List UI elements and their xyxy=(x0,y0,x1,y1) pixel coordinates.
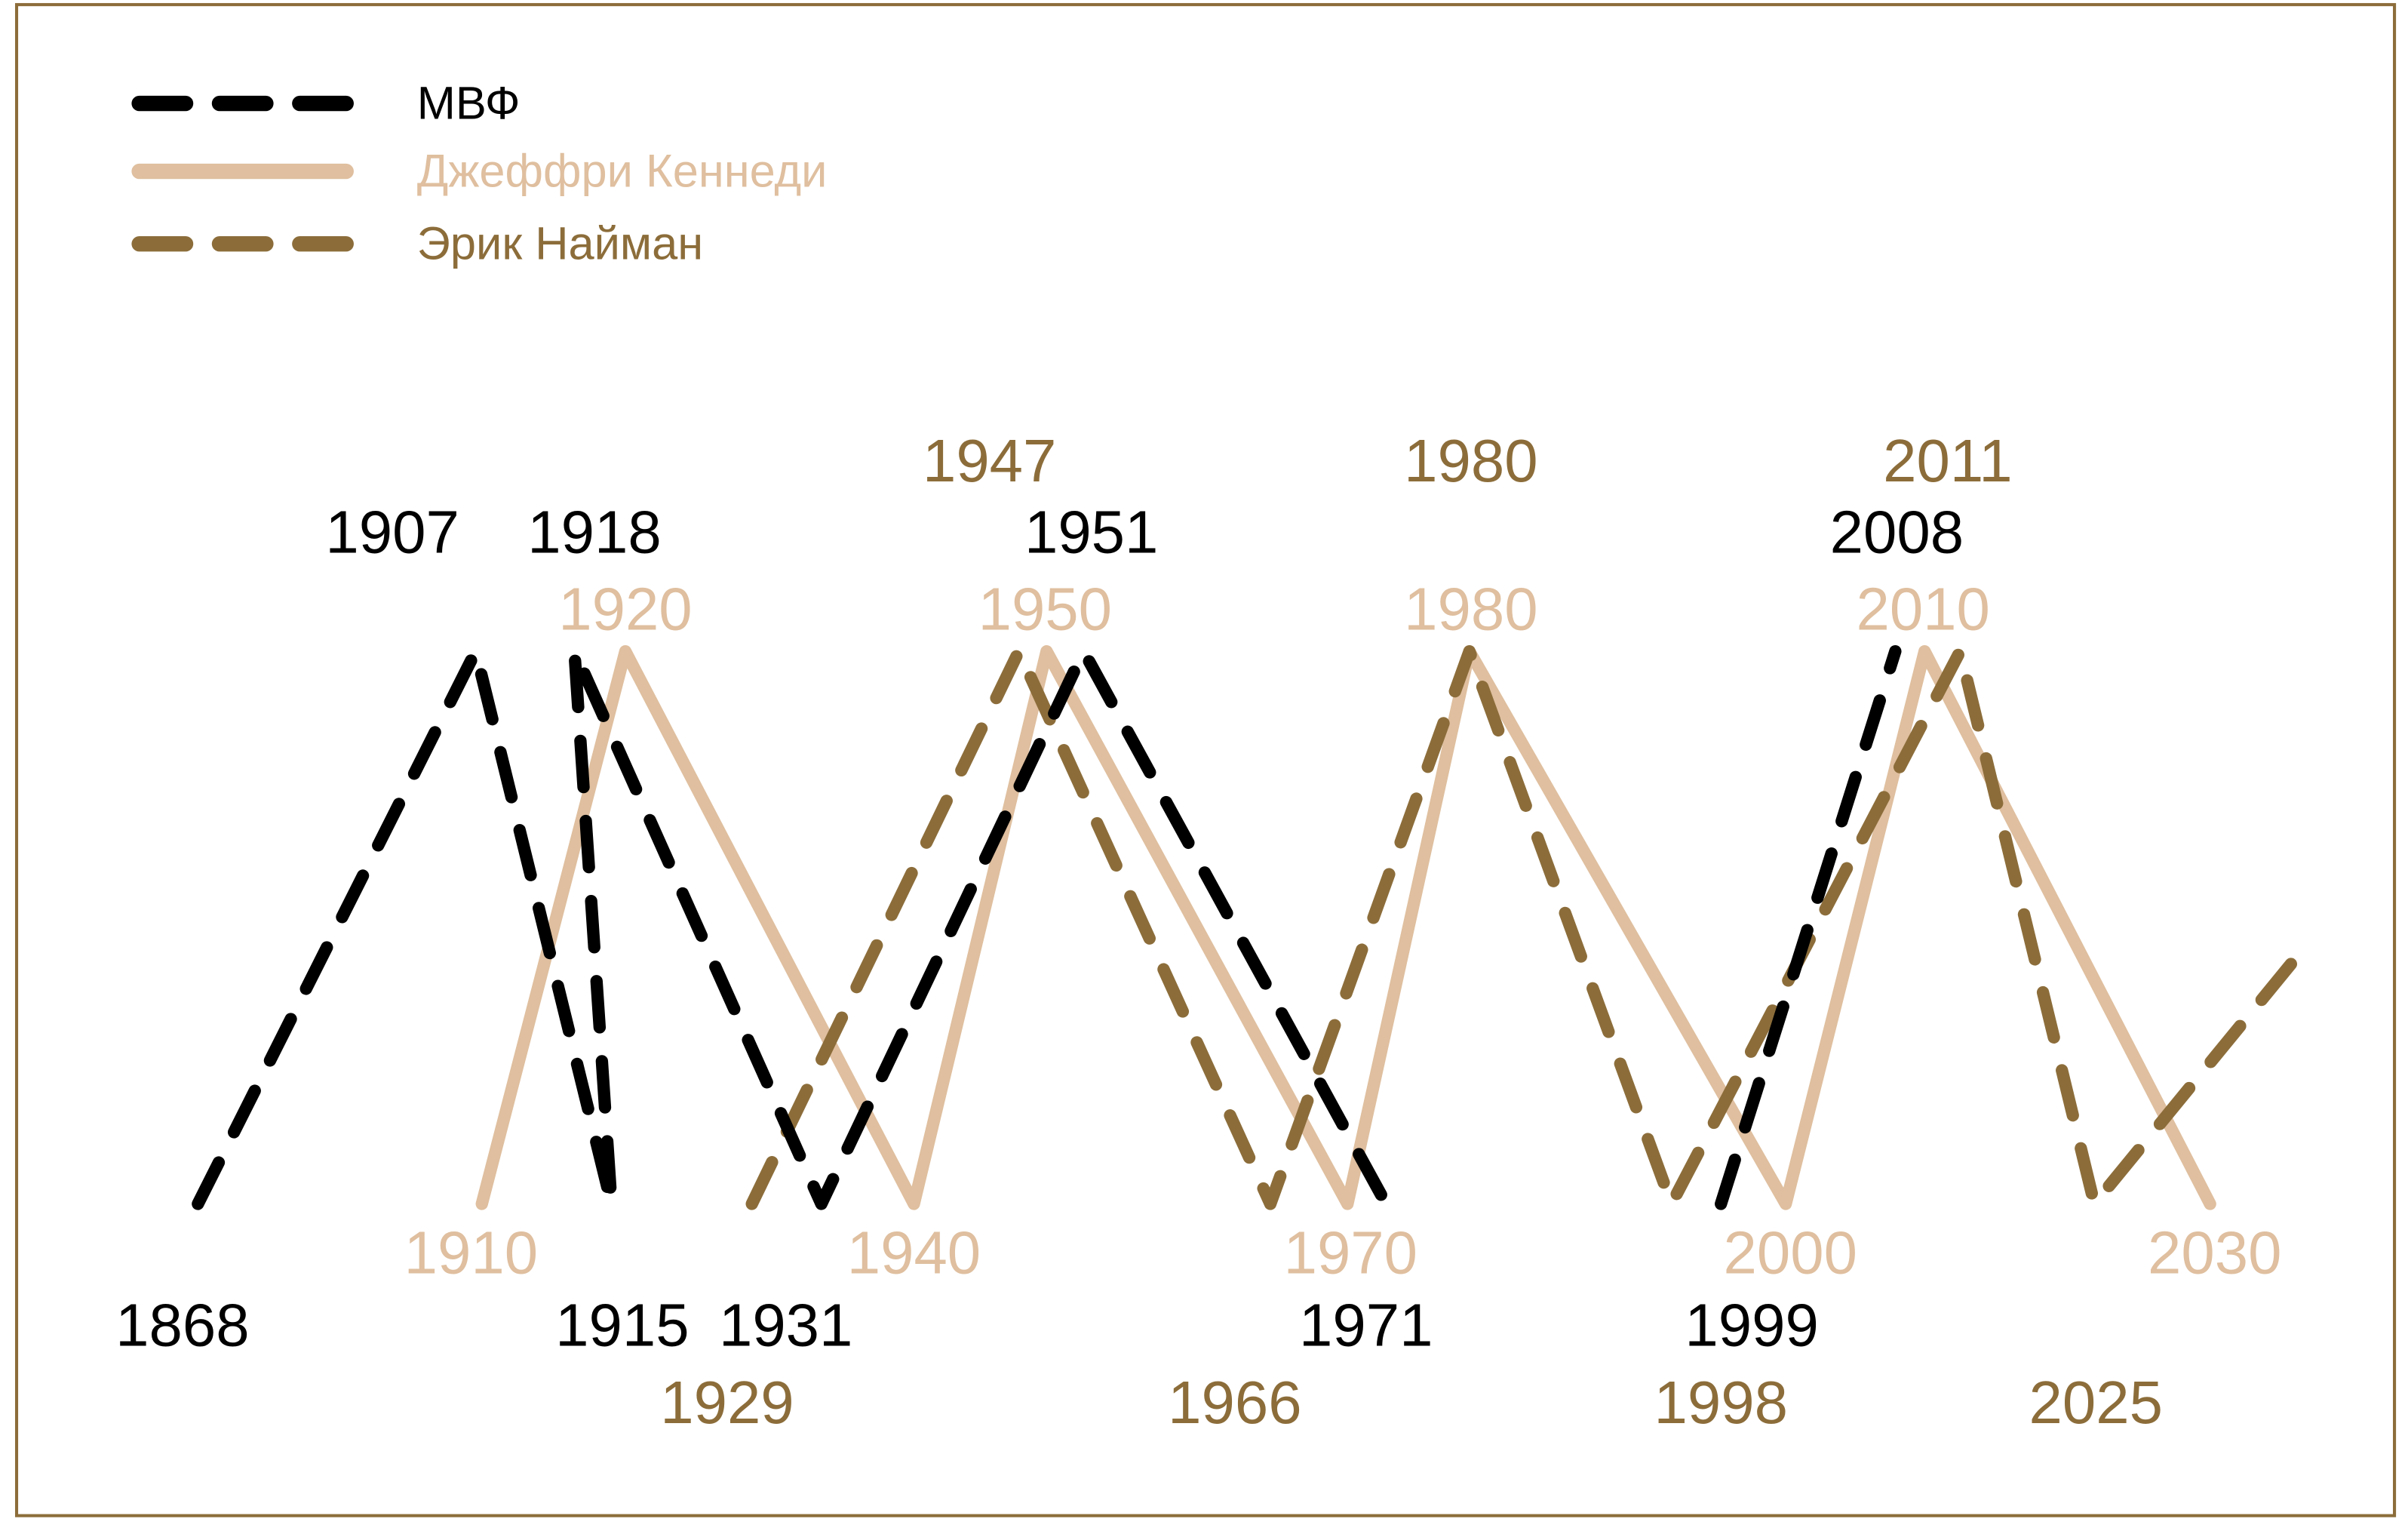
point-label: 2000 xyxy=(1724,1219,1857,1287)
point-label: 2011 xyxy=(1883,427,2013,494)
series-line-2-segment-0 xyxy=(745,645,2309,1210)
series-line-1-segment-0 xyxy=(475,645,2216,1210)
point-label: 1966 xyxy=(1168,1369,1301,1436)
point-label: 2010 xyxy=(1856,576,1989,643)
point-label: 1947 xyxy=(923,427,1056,494)
legend-label: Джеффри Кеннеди xyxy=(417,146,828,198)
chart-frame xyxy=(14,3,2397,1517)
point-labels: 1868 1907 1915 1918 1931 1951 1971 1999 2008 1910… xyxy=(115,427,2281,1436)
point-label: 1999 xyxy=(1685,1292,1818,1359)
point-label: 1940 xyxy=(847,1219,981,1287)
point-label: 1980 xyxy=(1404,576,1537,643)
point-label: 1998 xyxy=(1654,1369,1788,1436)
legend-label: МВФ xyxy=(417,78,521,130)
series-lines xyxy=(192,645,2309,1210)
legend-label: Эрик Найман xyxy=(417,218,703,270)
point-label: 2030 xyxy=(2148,1219,2281,1287)
point-label: 1951 xyxy=(1024,498,1158,565)
point-label: 1929 xyxy=(660,1369,794,1436)
point-label: 1970 xyxy=(1284,1219,1417,1287)
point-label: 1918 xyxy=(527,498,661,565)
point-label: 1980 xyxy=(1404,427,1537,494)
legend: МВФ Джеффри Кеннеди Эрик Найман xyxy=(131,78,828,270)
point-label: 1910 xyxy=(404,1219,538,1287)
series-line-0-segment-1 xyxy=(1715,645,1902,1210)
point-label: 1868 xyxy=(115,1292,249,1359)
point-label: 1920 xyxy=(558,576,692,643)
point-label: 1971 xyxy=(1299,1292,1433,1359)
point-label: 2025 xyxy=(2029,1369,2163,1436)
point-label: 2008 xyxy=(1830,498,1964,565)
point-label: 1907 xyxy=(325,498,459,565)
point-label: 1950 xyxy=(978,576,1112,643)
point-label: 1931 xyxy=(719,1292,852,1359)
point-label: 1915 xyxy=(555,1292,689,1359)
